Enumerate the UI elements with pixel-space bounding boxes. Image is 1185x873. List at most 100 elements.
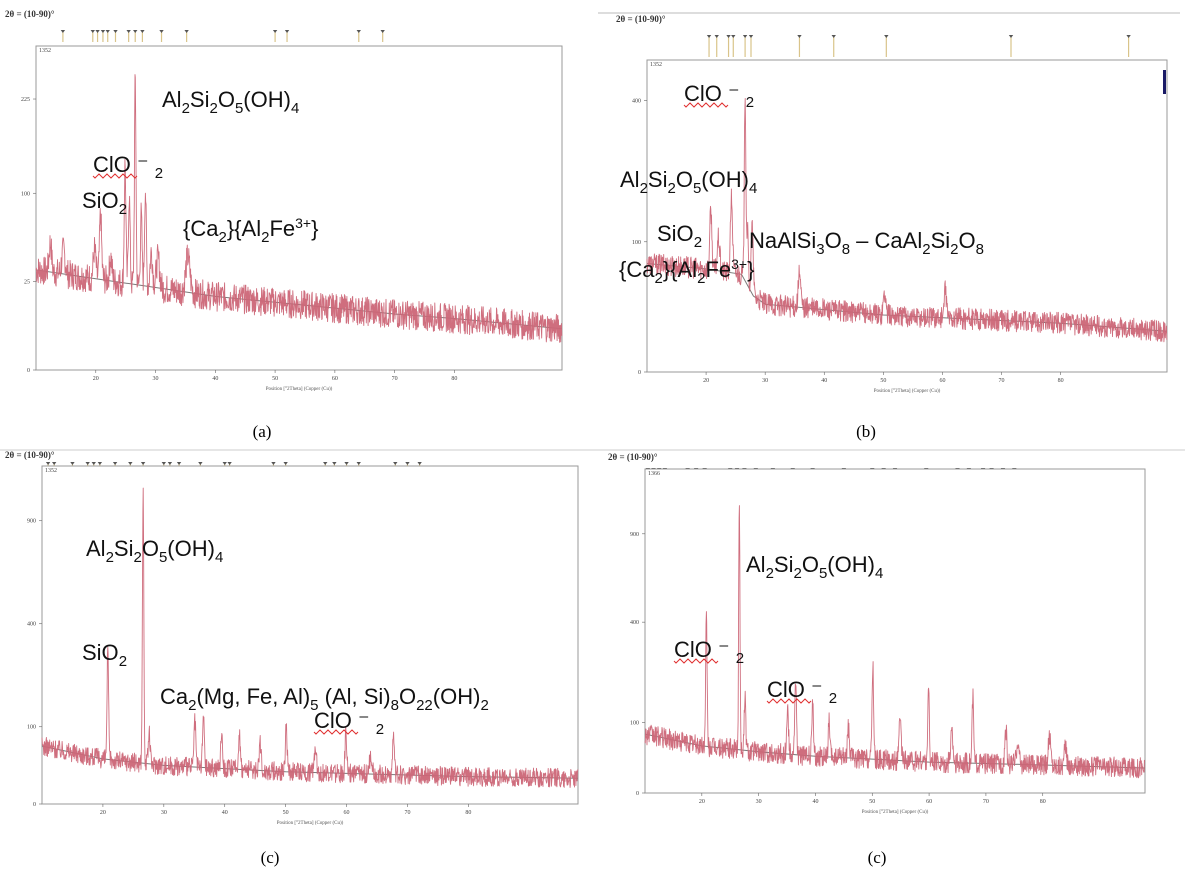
reference-marker [356,462,361,465]
x-tick-label: 60 [332,376,338,382]
annotation-part: O [676,167,693,192]
annotation-part: (OH) [243,87,291,112]
x-tick-label: 40 [821,378,827,384]
reference-marker [726,35,731,38]
reference-marker [140,30,145,33]
annotation-part: 8 [976,241,984,258]
annotation-part: 2 [667,180,675,197]
corner-label: 1352 [650,62,662,68]
reference-marker [332,462,337,465]
annotation-part: } [747,257,754,282]
reference-marker [884,35,889,38]
reference-marker [284,30,290,33]
annotation-part: Si [931,228,951,253]
panel-caption: (c) [261,848,280,867]
annotation-part: Al [86,536,106,561]
reference-marker [1126,35,1131,38]
y-tick-label: 400 [632,99,641,105]
reference-marker [91,462,96,465]
panel-header: 2θ = (10-90)° [616,14,666,24]
y-tick-label: 25 [24,280,30,286]
annotation-part: ⁻ [131,152,155,177]
annotation-part: SiO [657,221,694,246]
reference-marker [222,462,227,465]
reference-marker [417,462,422,465]
y-tick-label: 0 [636,791,639,797]
annotation-part: 2 [766,565,774,582]
annotation-part: {Ca [619,257,655,282]
x-tick-label: 70 [392,376,398,382]
annotation-part: ⁻ [722,81,746,106]
xrd-trace [41,487,579,788]
y-tick-label: 100 [21,191,30,197]
reference-marker [113,30,118,33]
x-tick-label: 50 [272,376,278,382]
reference-marker [405,462,410,465]
annotation-part: (OH) [827,552,875,577]
y-tick-label: 400 [630,620,639,626]
x-tick-label: 30 [153,376,159,382]
reference-marker [60,30,66,33]
annotation-part: Si [774,552,794,577]
x-tick-label: 30 [161,810,167,816]
reference-marker [831,35,836,38]
annotation-part: ⁻ [805,677,829,702]
reference-marker [95,30,100,33]
x-tick-label: 20 [703,378,709,384]
annotation-part: ClO [93,152,131,177]
reference-marker [748,35,754,38]
annotation-part: 4 [291,100,299,117]
reference-marker [133,30,138,33]
x-axis-label: Position [°2Theta] (Copper (Cu)) [277,821,344,826]
reference-marker [227,462,232,465]
y-tick-label: 900 [630,532,639,538]
annotation-part: O [958,228,975,253]
x-tick-label: 20 [93,376,99,382]
corner-label: 1352 [45,468,57,474]
y-tick-label: 100 [27,725,36,731]
spellcheck-underline [683,102,729,108]
x-tick-label: 60 [926,799,932,805]
x-axis-label: Position [°2Theta] (Copper (Cu)) [874,389,941,394]
annotation-part: 5 [159,549,167,566]
x-tick-label: 40 [812,799,818,805]
reference-marker [97,462,103,465]
xrd-panel: 2θ = (10-90)° 1366 900 400 100 0 20 30 40 50 60 70 8… [608,452,1146,867]
annotation-part: 22 [416,697,433,714]
phase-annotation: Al2Si2O5(OH)4 [86,536,223,566]
annotation-part: Al [162,87,182,112]
panel-header: 2θ = (10-90)° [5,9,55,19]
annotation-part: SiO [82,188,119,213]
annotation-part: (OH) [167,536,215,561]
corner-label: 1366 [648,471,660,477]
annotation-part: O [825,228,842,253]
phase-annotation: ClO ⁻ 2 [93,152,163,182]
phase-annotation: NaAlSi3O8 – CaAl2Si2O8 [749,228,984,258]
reference-marker [159,30,164,33]
edge-mark [1163,70,1166,94]
reference-marker [85,462,90,465]
annotation-part: } [311,216,318,241]
phase-annotation: SiO2 [82,640,127,670]
x-tick-label: 40 [222,810,228,816]
annotation-part: }{Al [227,216,261,241]
panel-caption: (b) [856,422,876,441]
annotation-part: (Al, Si) [319,684,391,709]
annotation-part: Si [114,536,134,561]
x-tick-label: 80 [465,810,471,816]
annotation-part: {Ca [183,216,219,241]
y-tick-label: 900 [27,519,36,525]
reference-marker [128,462,133,465]
x-tick-label: 70 [999,378,1005,384]
reference-marker [45,462,51,465]
phase-annotation: ClO ⁻ 2 [684,81,754,111]
annotation-part: 2 [829,690,837,707]
annotation-part: 3+ [295,215,311,231]
annotation-part: 5 [693,180,701,197]
panel-header: 2θ = (10-90)° [608,452,658,462]
reference-marker [112,462,118,465]
phase-annotation: SiO2 [82,188,127,218]
corner-label: 1352 [39,48,51,54]
annotation-part: (OH) [701,167,749,192]
